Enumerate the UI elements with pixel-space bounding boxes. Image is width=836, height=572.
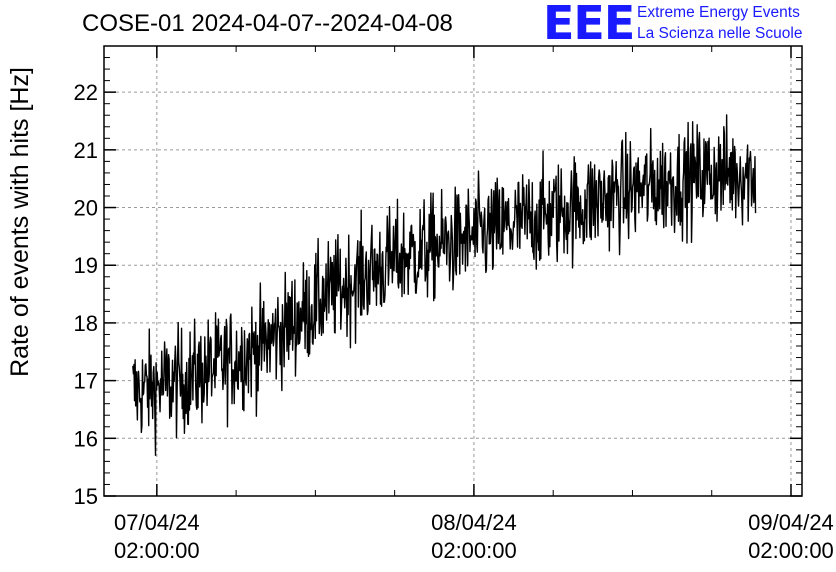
y-tick-label: 16 xyxy=(74,426,98,451)
logo-line2: La Scienza nelle Scuole xyxy=(637,25,803,42)
series-line xyxy=(132,114,757,457)
y-tick-label: 19 xyxy=(74,253,98,278)
axis-labels: 15 16 17 18 19 20 21 22 07/04/24 02:00:00 08/04/24… xyxy=(74,80,834,563)
grid-lines xyxy=(104,46,802,496)
y-tick-label: 17 xyxy=(74,369,98,394)
x-tick-date: 09/04/24 xyxy=(748,510,834,535)
x-tick-time: 02:00:00 xyxy=(748,538,834,563)
series-layer xyxy=(132,114,757,457)
y-tick-label: 18 xyxy=(74,311,98,336)
eee-logo: EEE Extreme Energy Events La Scienza nel… xyxy=(543,0,836,50)
y-tick-label: 20 xyxy=(74,196,98,221)
logo-mark: EEE xyxy=(543,0,635,50)
y-tick-label: 15 xyxy=(74,484,98,509)
chart-title: COSE-01 2024-04-07--2024-04-08 xyxy=(82,10,453,37)
plot-frame xyxy=(103,45,803,497)
logo-line1: Extreme Energy Events xyxy=(637,4,800,21)
x-tick-date: 08/04/24 xyxy=(431,510,517,535)
axis-ticks xyxy=(104,45,802,497)
x-tick-date: 07/04/24 xyxy=(114,510,200,535)
x-tick-time: 02:00:00 xyxy=(114,538,200,563)
y-tick-label: 21 xyxy=(74,138,98,163)
y-axis-label: Rate of events with hits [Hz] xyxy=(6,67,34,377)
x-tick-time: 02:00:00 xyxy=(431,538,517,563)
y-tick-label: 22 xyxy=(74,80,98,105)
